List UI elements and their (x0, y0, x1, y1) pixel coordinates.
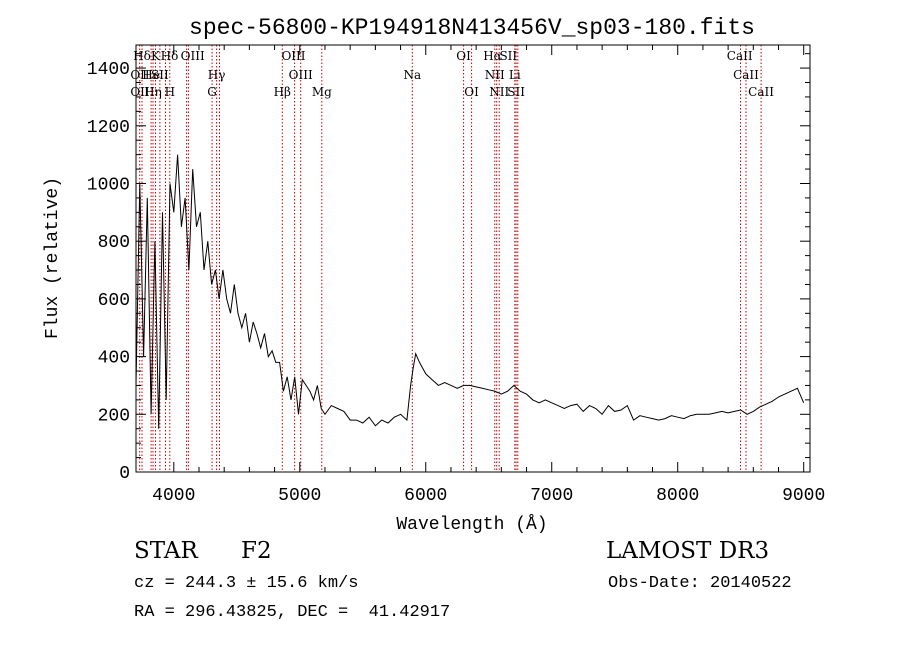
chart-title: spec-56800-KP194918N413456V_sp03-180.fit… (189, 15, 755, 41)
y-tick-label: 1000 (87, 175, 130, 195)
line-label: K (151, 49, 161, 63)
x-tick-label: 8000 (656, 486, 699, 506)
line-label: Hγ (208, 68, 226, 82)
line-label: Mg (312, 85, 332, 99)
survey-name: LAMOST DR3 (606, 538, 770, 564)
line-label: SII (499, 49, 517, 63)
x-tick-label: 5000 (278, 486, 321, 506)
line-label: OIII (281, 49, 305, 63)
line-label: OII (130, 68, 150, 82)
y-tick-label: 1200 (87, 118, 130, 138)
line-label: OIII (181, 49, 205, 63)
line-label: SII (151, 68, 169, 82)
line-label: CaII (748, 85, 774, 99)
line-label: Hδ (133, 49, 151, 63)
spectrum-series (135, 154, 805, 429)
line-label: OIII (289, 68, 313, 82)
y-tick-label: 800 (98, 233, 130, 253)
y-tick-label: 400 (98, 349, 130, 369)
y-tick-label: 200 (98, 406, 130, 426)
line-label: NII (485, 68, 505, 82)
line-label: CaII (733, 68, 759, 82)
line-label: Li (509, 68, 521, 82)
spectral-line-markers (139, 45, 762, 472)
redshift-value: cz = 244.3 ± 15.6 km/s (134, 574, 359, 593)
y-axis-label: Flux (relative) (43, 177, 63, 339)
y-tick-label: 0 (119, 464, 130, 484)
coordinates: RA = 296.43825, DEC = 41.42917 (134, 603, 451, 622)
obs-date: Obs-Date: 20140522 (608, 574, 792, 593)
line-label: Hδ (161, 49, 179, 63)
line-label: NII (489, 85, 509, 99)
x-tick-label: 4000 (152, 486, 195, 506)
x-tick-label: 9000 (782, 486, 825, 506)
object-subclass: F2 (241, 538, 272, 564)
object-class: STAR (134, 538, 198, 564)
x-axis-label: Wavelength (Å) (396, 514, 547, 535)
y-tick-label: 600 (98, 291, 130, 311)
y-tick-label: 1400 (87, 60, 130, 80)
line-label: Na (403, 68, 421, 82)
line-label: He (142, 68, 160, 82)
x-tick-label: 6000 (404, 486, 447, 506)
x-tick-label: 7000 (530, 486, 573, 506)
line-label: SII (507, 85, 525, 99)
line-label: CaII (727, 49, 753, 63)
axis-ticks: 4000 5000 6000 7000 8000 9000 0 200 400 600 800 100… (87, 45, 825, 506)
plot-frame (135, 44, 811, 473)
spectrum-line (135, 154, 805, 429)
line-label: Hα (483, 49, 502, 63)
line-label: H (165, 85, 175, 99)
line-label: Hβ (274, 85, 291, 99)
line-label: OII (130, 85, 150, 99)
line-label: OI (456, 49, 471, 63)
line-label: G (207, 85, 217, 99)
line-label: Hη (144, 85, 162, 99)
line-label: OI (464, 85, 479, 99)
